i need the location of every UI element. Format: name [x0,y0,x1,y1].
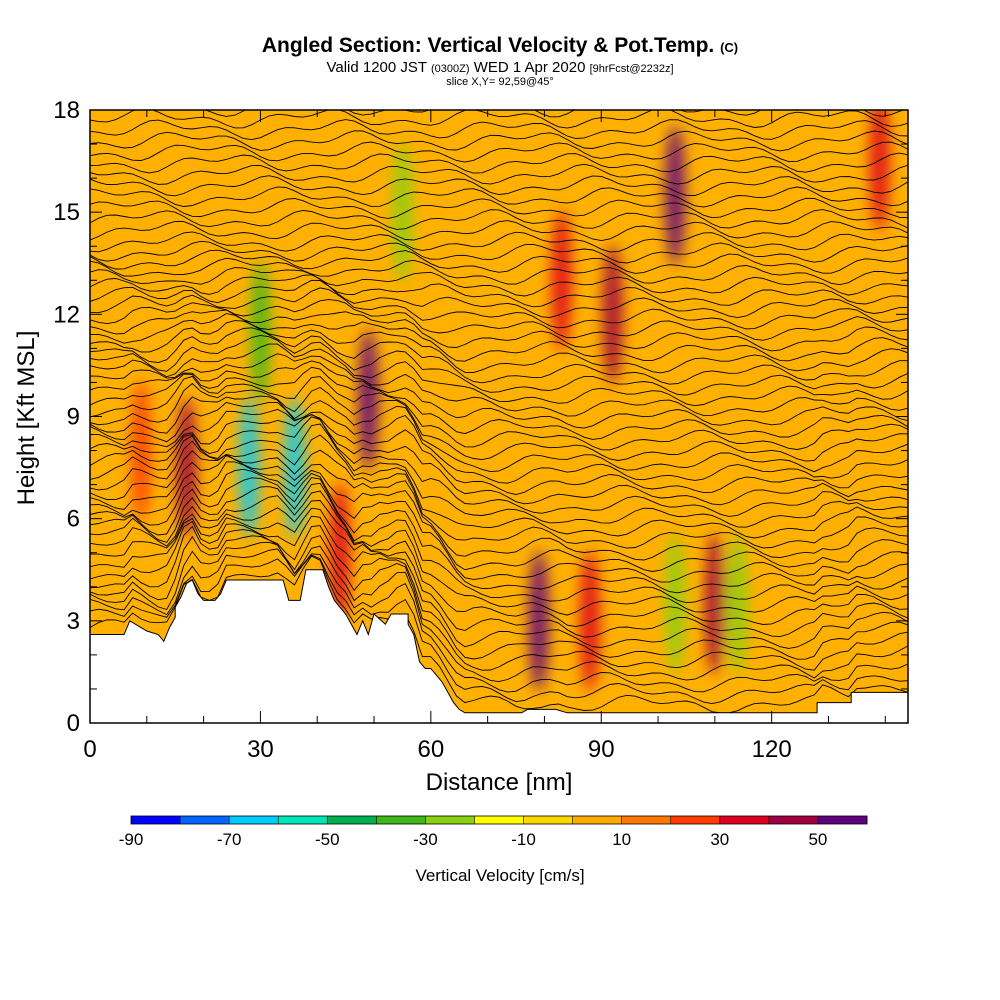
colorbar-swatch-14 [818,816,868,824]
y-tick-label-18: 18 [53,97,80,124]
colorbar-swatch-11 [671,816,721,824]
x-axis-label: Distance [nm] [426,769,573,796]
colorbar: -90 -70 -50 -30 -10 10 30 50 [119,816,868,849]
colorbar-label: Vertical Velocity [cm/s] [415,866,584,885]
colorbar-tick-label-7: 50 [808,830,827,849]
colorbar-tick-label-4: -10 [511,830,536,849]
colorbar-swatch-9 [573,816,623,824]
colorbar-swatch-0 [131,816,181,824]
y-tick-label-9: 9 [67,404,80,431]
velocity-feature-15 [728,534,748,674]
y-tick-label-0: 0 [67,710,80,737]
colorbar-tick-label-5: 10 [612,830,631,849]
colorbar-swatch-10 [622,816,672,824]
colorbar-swatch-13 [769,816,819,824]
colorbar-swatch-6 [425,816,475,824]
colorbar-swatch-5 [376,816,426,824]
y-tick-label-15: 15 [53,199,80,226]
colorbar-tick-label-2: -50 [315,830,340,849]
x-tick-label-90: 90 [588,736,615,763]
colorbar-tick-label-3: -30 [413,830,438,849]
colorbar-swatch-2 [229,816,279,824]
x-tick-label-60: 60 [417,736,444,763]
colorbar-tick-label-1: -70 [217,830,242,849]
x-tick-label-30: 30 [247,736,274,763]
plot-area [90,86,908,725]
colorbar-tick-label-6: 30 [710,830,729,849]
cross-section-chart: 0 30 60 90 120 0 3 6 9 12 15 18 Distance [nm] Heig… [0,0,1000,1000]
colorbar-swatch-1 [180,816,230,824]
y-tick-label-3: 3 [67,608,80,635]
velocity-feature-6 [358,329,378,469]
x-tick-label-0: 0 [83,736,96,763]
colorbar-swatch-8 [524,816,574,824]
y-tick-label-12: 12 [53,301,80,328]
colorbar-tick-label-0: -90 [119,830,144,849]
colorbar-swatch-12 [720,816,770,824]
colorbar-swatch-7 [474,816,524,824]
theta-line-55 [90,86,908,106]
x-tick-label-120: 120 [752,736,792,763]
colorbar-swatch-4 [327,816,377,824]
y-tick-label-6: 6 [67,506,80,533]
velocity-feature-3 [250,261,270,401]
velocity-feature-10 [580,551,600,691]
colorbar-swatch-3 [278,816,328,824]
velocity-feature-12 [665,125,685,265]
y-axis-label: Height [Kft MSL] [13,331,40,506]
